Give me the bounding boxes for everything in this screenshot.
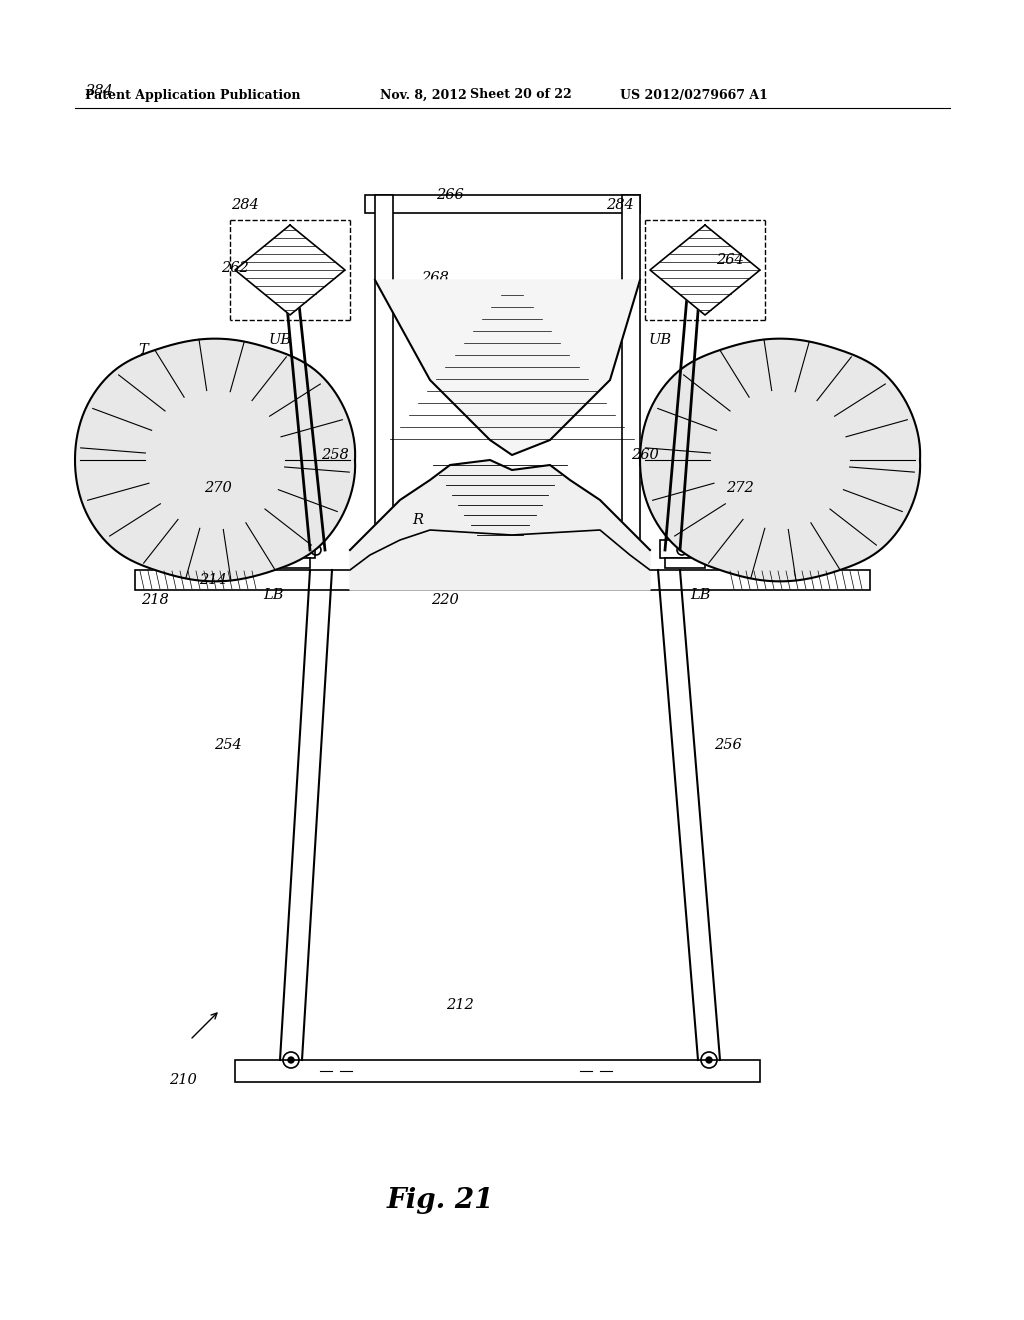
Text: 272: 272 [726, 480, 754, 495]
Text: Sheet 20 of 22: Sheet 20 of 22 [470, 88, 571, 102]
Text: 284: 284 [85, 84, 113, 98]
Polygon shape [650, 224, 760, 315]
Text: Patent Application Publication: Patent Application Publication [85, 88, 300, 102]
Text: T: T [138, 343, 147, 356]
Text: LB: LB [263, 587, 284, 602]
Text: 218: 218 [141, 593, 169, 607]
Text: LB: LB [690, 587, 711, 602]
Text: 254: 254 [214, 738, 242, 752]
FancyBboxPatch shape [665, 558, 705, 568]
FancyBboxPatch shape [660, 540, 710, 558]
Polygon shape [375, 280, 640, 455]
Text: Fig. 21: Fig. 21 [386, 1187, 494, 1213]
Polygon shape [350, 459, 650, 590]
Text: US 2012/0279667 A1: US 2012/0279667 A1 [620, 88, 768, 102]
Text: 214: 214 [199, 573, 227, 587]
Text: 212: 212 [446, 998, 474, 1012]
Text: 268: 268 [421, 271, 449, 285]
Text: 258: 258 [322, 447, 349, 462]
Text: 266: 266 [436, 187, 464, 202]
Text: UB: UB [268, 333, 292, 347]
Text: Nov. 8, 2012: Nov. 8, 2012 [380, 88, 467, 102]
FancyBboxPatch shape [234, 1060, 760, 1082]
FancyBboxPatch shape [622, 195, 640, 570]
Text: 284: 284 [606, 198, 634, 213]
FancyBboxPatch shape [270, 558, 310, 568]
Text: 264: 264 [716, 253, 743, 267]
FancyBboxPatch shape [265, 540, 315, 558]
Text: 220: 220 [431, 593, 459, 607]
Text: 256: 256 [714, 738, 741, 752]
Circle shape [288, 1057, 294, 1063]
Text: 210: 210 [169, 1073, 197, 1086]
FancyBboxPatch shape [365, 195, 640, 213]
Text: 284: 284 [231, 198, 259, 213]
Text: R: R [413, 513, 424, 527]
Polygon shape [234, 224, 345, 315]
Circle shape [706, 1057, 712, 1063]
Text: 270: 270 [204, 480, 231, 495]
Text: 260: 260 [631, 447, 658, 462]
FancyBboxPatch shape [375, 195, 393, 570]
Polygon shape [75, 339, 355, 581]
Text: 262: 262 [221, 261, 249, 275]
FancyBboxPatch shape [135, 570, 870, 590]
Text: UB: UB [648, 333, 672, 347]
Polygon shape [640, 339, 921, 581]
